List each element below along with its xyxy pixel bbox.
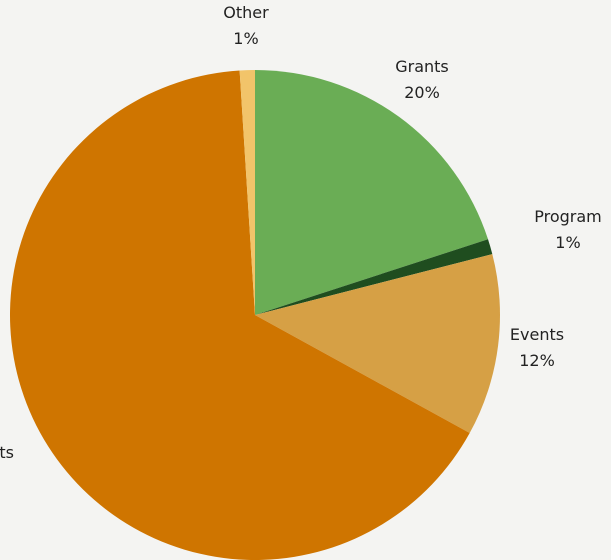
- pie-slice: [255, 254, 500, 434]
- slice-label: Program: [534, 207, 602, 226]
- slice-value-label: 1%: [233, 29, 258, 48]
- pie-slice: [9, 70, 470, 560]
- pie-slice: [255, 70, 489, 315]
- slice-value-label: 12%: [519, 351, 555, 370]
- slice-label: Events: [510, 325, 564, 344]
- slice-value-label: 1%: [555, 233, 580, 252]
- slice-label: ts: [0, 443, 14, 462]
- slice-label: Grants: [395, 57, 449, 76]
- pie-slice: [255, 239, 493, 315]
- slice-value-label: 20%: [404, 83, 440, 102]
- slice-label: Other: [223, 3, 269, 22]
- pie-slice: [239, 70, 255, 315]
